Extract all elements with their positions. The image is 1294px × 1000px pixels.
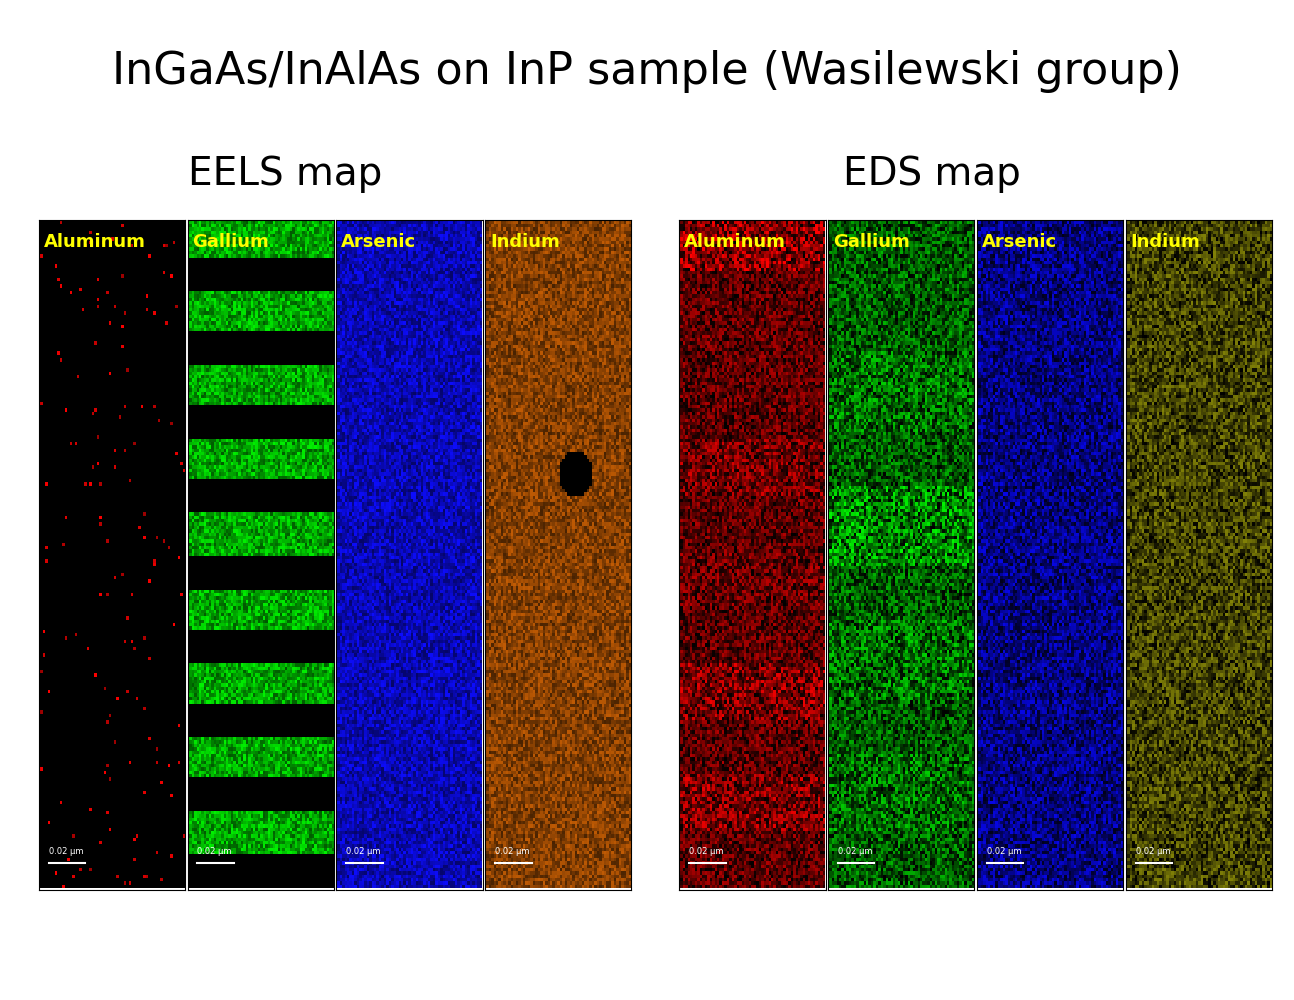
Text: Indium: Indium [490,233,560,251]
Text: Gallium: Gallium [833,233,910,251]
Text: Arsenic: Arsenic [982,233,1057,251]
Text: Aluminum: Aluminum [44,233,145,251]
Text: Indium: Indium [1131,233,1201,251]
Text: Arsenic: Arsenic [342,233,417,251]
Text: 0.02 μm: 0.02 μm [49,848,83,856]
Text: 0.02 μm: 0.02 μm [347,848,380,856]
Text: 0.02 μm: 0.02 μm [496,848,529,856]
Text: InGaAs/InAlAs on InP sample (Wasilewski group): InGaAs/InAlAs on InP sample (Wasilewski … [113,50,1181,93]
Text: EDS map: EDS map [842,155,1021,193]
Text: 0.02 μm: 0.02 μm [690,848,723,856]
Text: Gallium: Gallium [193,233,269,251]
Text: 0.02 μm: 0.02 μm [1136,848,1170,856]
Text: EELS map: EELS map [188,155,382,193]
Text: 0.02 μm: 0.02 μm [198,848,232,856]
Text: 0.02 μm: 0.02 μm [987,848,1021,856]
Text: Aluminum: Aluminum [685,233,785,251]
Text: 0.02 μm: 0.02 μm [839,848,872,856]
